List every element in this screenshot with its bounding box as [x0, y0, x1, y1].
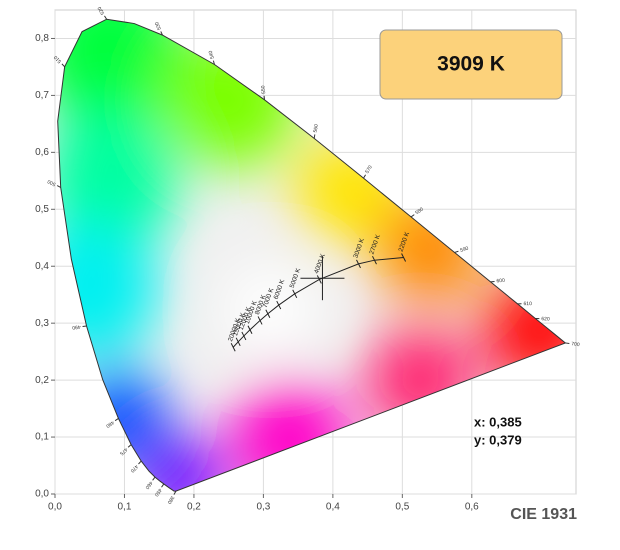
wavelength-tick: [138, 460, 142, 465]
cct-tick: [356, 259, 361, 269]
x-coordinate: x: 0,385: [474, 414, 522, 429]
x-tick-label: 0,1: [118, 502, 132, 513]
x-tick-label: 0,5: [395, 502, 409, 513]
wavelength-label: 490: [72, 323, 81, 330]
wavelength-label: 380: [166, 495, 176, 505]
wavelength-label: 480: [105, 419, 115, 429]
footer-label: CIE 1931: [510, 506, 577, 523]
wavelength-label: 580: [414, 206, 424, 216]
cct-tick: [257, 316, 263, 325]
wavelength-label: 600: [496, 278, 505, 285]
wavelength-tick: [56, 185, 61, 188]
y-tick-label: 0,3: [35, 318, 49, 329]
planckian-locus: [232, 257, 404, 348]
y-tick-label: 0,0: [35, 489, 49, 500]
wavelength-label: 620: [541, 316, 550, 322]
wavelength-tick: [161, 483, 165, 488]
wavelength-label: 550: [260, 85, 267, 94]
wavelength-tick: [104, 15, 108, 20]
wavelength-label: 475: [118, 446, 128, 456]
wavelength-tick: [160, 31, 163, 36]
wavelength-label: 450: [153, 487, 163, 497]
x-tick-label: 0,0: [48, 502, 62, 513]
wavelength-tick: [114, 418, 119, 422]
fill-spot: [57, 110, 180, 250]
cct-tick: [247, 325, 253, 335]
y-tick-label: 0,6: [35, 147, 49, 158]
x-tick-label: 0,3: [256, 502, 270, 513]
fill-spot: [135, 435, 225, 492]
cct-tick: [230, 343, 236, 352]
y-tick-label: 0,4: [35, 261, 49, 272]
y-tick-label: 0,8: [35, 33, 49, 44]
y-tick-label: 0,5: [35, 204, 49, 215]
wavelength-label: 460: [144, 480, 154, 490]
wavelength-tick: [61, 63, 66, 68]
wavelength-tick: [410, 214, 415, 218]
wavelength-tick: [127, 444, 132, 448]
cct-tick: [241, 331, 247, 341]
x-tick-label: 0,2: [187, 502, 201, 513]
wavelength-tick: [212, 60, 215, 65]
wavelength-tick: [173, 490, 177, 495]
y-tick-label: 0,7: [35, 90, 49, 101]
wavelength-label: 510: [53, 54, 63, 64]
wavelength-label: 470: [129, 463, 139, 473]
wavelength-tick: [454, 250, 459, 253]
fill-spot: [57, 220, 160, 360]
wavelength-tick: [363, 174, 367, 179]
y-tick-label: 0,2: [35, 375, 49, 386]
cct-badge: [379, 29, 563, 100]
y-coordinate: y: 0,379: [474, 432, 522, 447]
y-tick-label: 0,1: [35, 432, 49, 443]
spectral-locus: [57, 18, 567, 492]
cct-tick: [235, 337, 241, 347]
fill-spot: [480, 270, 566, 390]
cct-tick: [316, 275, 322, 284]
wavelength-tick: [565, 342, 570, 344]
wavelength-tick: [152, 476, 156, 481]
wavelength-label: 540: [208, 50, 216, 60]
cct-tick: [292, 289, 298, 299]
wavelength-label: 500: [47, 178, 57, 187]
cct-tick: [265, 309, 271, 318]
wavelength-label: 700: [571, 341, 580, 348]
wavelength-label: 530: [154, 20, 163, 30]
wavelength-tick: [313, 134, 316, 139]
cct-tick: [372, 255, 377, 265]
wavelength-label: 590: [460, 246, 470, 254]
wavelength-label: 570: [364, 164, 374, 174]
cct-label: 3909 K: [437, 53, 505, 76]
x-tick-label: 0,6: [465, 502, 479, 513]
cct-tick: [276, 300, 282, 310]
wavelength-label: 610: [524, 301, 533, 307]
wavelength-label: 560: [313, 124, 320, 133]
fill-spot: [57, 19, 190, 130]
cct-tick: [401, 253, 407, 262]
x-tick-label: 0,4: [326, 502, 340, 513]
wavelength-label: 520: [97, 5, 107, 15]
